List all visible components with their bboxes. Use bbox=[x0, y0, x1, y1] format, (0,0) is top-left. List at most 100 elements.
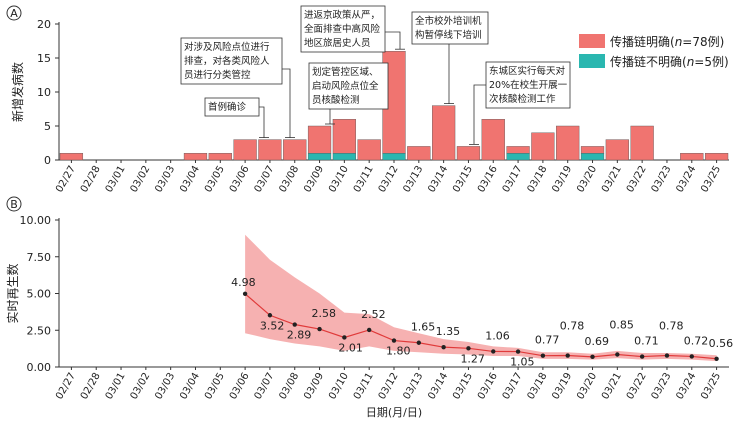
y-tick-label: 20 bbox=[37, 18, 51, 31]
x-tick-label: 03/20 bbox=[575, 371, 599, 401]
rt-point bbox=[466, 346, 471, 351]
rt-point bbox=[689, 354, 694, 359]
x-axis-label: 日期(月/日) bbox=[366, 406, 422, 419]
x-tick-label: 03/22 bbox=[625, 164, 649, 194]
rt-data-label: 0.85 bbox=[609, 319, 634, 332]
bar-clear bbox=[332, 118, 356, 154]
x-tick-label: 02/28 bbox=[79, 164, 103, 194]
bar-clear bbox=[208, 152, 232, 161]
bar-clear bbox=[580, 146, 605, 154]
legend-text: =78例) bbox=[682, 35, 724, 49]
x-tick-label: 03/20 bbox=[575, 164, 599, 194]
legend-swatch bbox=[579, 54, 605, 68]
rt-data-label: 0.78 bbox=[659, 320, 684, 333]
annotation-line: 员核酸检测 bbox=[312, 94, 360, 106]
legend-text-italic: n bbox=[687, 55, 695, 69]
annotation-line: 全市校外培训机 bbox=[415, 15, 482, 27]
bar-clear bbox=[556, 125, 580, 161]
x-tick-label: 03/25 bbox=[699, 371, 723, 401]
confidence-band bbox=[245, 234, 717, 362]
rt-point bbox=[391, 338, 397, 343]
rt-data-label: 2.52 bbox=[361, 308, 386, 321]
annotation-line: 启动风险点位全 bbox=[312, 80, 379, 92]
annotation-connector bbox=[385, 31, 401, 50]
y-tick-label: 10 bbox=[37, 86, 51, 99]
rt-data-label: 1.35 bbox=[436, 325, 461, 338]
bar-clear bbox=[233, 139, 257, 161]
x-tick-label: 03/16 bbox=[476, 371, 500, 401]
x-tick-label: 03/06 bbox=[228, 164, 252, 194]
bar-clear bbox=[407, 146, 431, 161]
legend-entry: 传播链不明确(n=5例) bbox=[610, 54, 729, 69]
bar-unclear bbox=[382, 152, 406, 161]
rt-point bbox=[366, 327, 372, 333]
legend-swatch bbox=[579, 34, 605, 48]
annotation-line: 进返京政策从严， bbox=[304, 9, 380, 21]
bar-unclear bbox=[332, 152, 356, 161]
x-tick-label: 03/07 bbox=[253, 371, 277, 401]
bar-clear bbox=[307, 125, 332, 154]
legend: 传播链明确(n=78例)传播链不明确(n=5例) bbox=[579, 34, 729, 69]
x-tick-label: 03/01 bbox=[104, 371, 128, 401]
x-tick-label: 03/13 bbox=[401, 164, 425, 194]
annotation-line: 20%在校生开展一 bbox=[489, 79, 568, 91]
bar-clear bbox=[605, 139, 629, 161]
bar-clear bbox=[680, 152, 704, 161]
x-tick-label: 03/05 bbox=[203, 164, 227, 194]
rt-data-label: 4.98 bbox=[231, 276, 256, 289]
x-tick-label: 03/17 bbox=[501, 371, 525, 401]
x-tick-label: 02/27 bbox=[54, 371, 78, 401]
x-tick-label: 02/28 bbox=[79, 371, 103, 401]
x-tick-label: 03/02 bbox=[129, 164, 153, 194]
annotation-line: 全面排查中高风险 bbox=[304, 23, 381, 35]
annotation-box bbox=[411, 11, 489, 45]
rt-data-label: 0.72 bbox=[684, 334, 709, 347]
x-tick-label: 03/25 bbox=[699, 164, 723, 194]
rt-point bbox=[242, 291, 248, 296]
x-tick-label: 03/21 bbox=[600, 371, 624, 401]
x-tick-label: 03/08 bbox=[277, 164, 301, 194]
rt-data-label: 2.89 bbox=[287, 329, 312, 342]
bar-unclear bbox=[307, 152, 332, 161]
annotation-box bbox=[180, 37, 283, 85]
x-tick-label: 03/03 bbox=[153, 371, 177, 401]
y-tick-label: 5 bbox=[44, 120, 51, 133]
rt-point bbox=[342, 335, 347, 340]
y-tick-label: 15 bbox=[37, 52, 51, 65]
rt-data-label: 0.78 bbox=[560, 320, 585, 333]
rt-data-label: 0.71 bbox=[634, 335, 659, 348]
annotation-connector bbox=[259, 106, 265, 138]
rt-data-label: 1.80 bbox=[386, 345, 411, 358]
x-tick-label: 03/10 bbox=[327, 164, 351, 194]
x-tick-label: 03/14 bbox=[426, 371, 450, 401]
rt-data-label: 0.77 bbox=[535, 334, 560, 347]
x-tick-label: 03/06 bbox=[228, 371, 252, 401]
x-tick-label: 03/22 bbox=[625, 371, 649, 401]
bar-clear bbox=[506, 146, 530, 154]
x-tick-label: 03/24 bbox=[674, 371, 698, 401]
legend-text: 传播链明确( bbox=[610, 34, 675, 49]
x-tick-label: 03/09 bbox=[302, 164, 326, 194]
x-tick-label: 03/09 bbox=[302, 371, 326, 401]
y-tick-label: 0 bbox=[44, 154, 51, 167]
x-tick-label: 03/16 bbox=[476, 164, 500, 194]
legend-text-italic: n bbox=[675, 35, 683, 49]
annotation: 首例确诊 bbox=[204, 97, 269, 139]
rt-line bbox=[244, 293, 717, 360]
rt-data-label: 0.69 bbox=[585, 335, 610, 348]
y-tick-label: 0.00 bbox=[27, 361, 52, 374]
bar-clear bbox=[481, 118, 505, 161]
y-tick-label: 2.50 bbox=[27, 324, 52, 337]
panel-label-circle bbox=[6, 5, 22, 21]
annotation-line: 构暂停线下培训 bbox=[415, 29, 482, 41]
y-axis-label: 实时再生数 bbox=[5, 263, 20, 323]
x-tick-label: 02/27 bbox=[54, 164, 78, 194]
rt-data-label: 1.05 bbox=[510, 356, 535, 369]
rt-point bbox=[714, 356, 719, 361]
x-tick-label: 03/07 bbox=[253, 164, 277, 194]
bar-clear bbox=[183, 152, 208, 161]
